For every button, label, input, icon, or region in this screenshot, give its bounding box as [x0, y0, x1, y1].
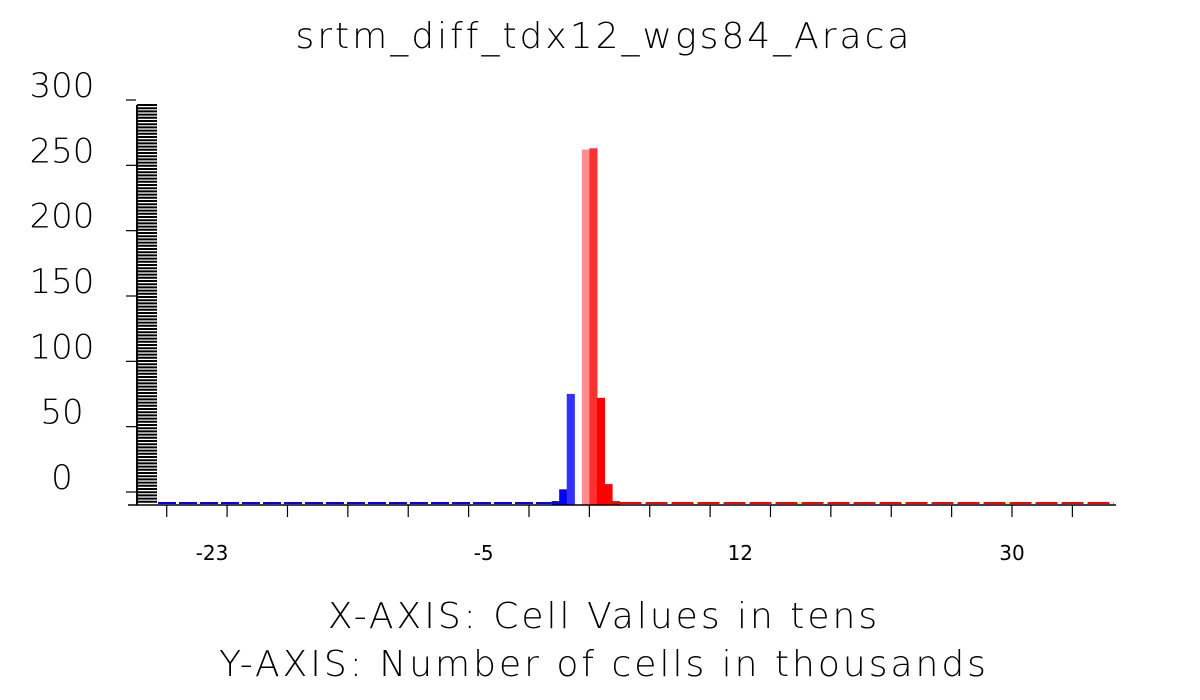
x-tick-label: 30	[999, 541, 1024, 565]
histogram-bar	[581, 149, 590, 505]
histogram-bar	[589, 148, 598, 505]
x-tick-label: 12	[728, 541, 753, 565]
chart-title: srtm_diff_tdx12_wgs84_Araca	[296, 16, 913, 57]
histogram-bar	[551, 501, 560, 505]
y-tick-label: 0	[51, 458, 73, 498]
y-tick-label: 100	[30, 327, 95, 367]
histogram-bar	[559, 489, 568, 505]
y-tick-label: 250	[30, 131, 95, 171]
x-tick-label: -23	[196, 541, 229, 565]
x-axis: -23 -5 12 30	[128, 504, 1116, 565]
y-tick-label: 150	[30, 262, 95, 302]
y-axis: 0 50 100 150 200 250 300	[30, 66, 157, 505]
histogram-bar	[604, 484, 613, 505]
y-axis-hatch	[136, 104, 157, 505]
histogram-bar	[566, 393, 575, 505]
y-tick-label: 200	[30, 197, 95, 237]
histogram-bar	[612, 501, 621, 505]
y-tick-label: 300	[30, 66, 95, 106]
x-tick-label: -5	[474, 541, 494, 565]
y-tick-label: 50	[40, 393, 83, 433]
y-axis-label: Y-AXIS: Number of cells in thousands	[219, 644, 989, 685]
histogram-bars	[158, 148, 1114, 505]
histogram-bar	[596, 397, 606, 505]
x-axis-label: X-AXIS: Cell Values in tens	[328, 596, 880, 637]
